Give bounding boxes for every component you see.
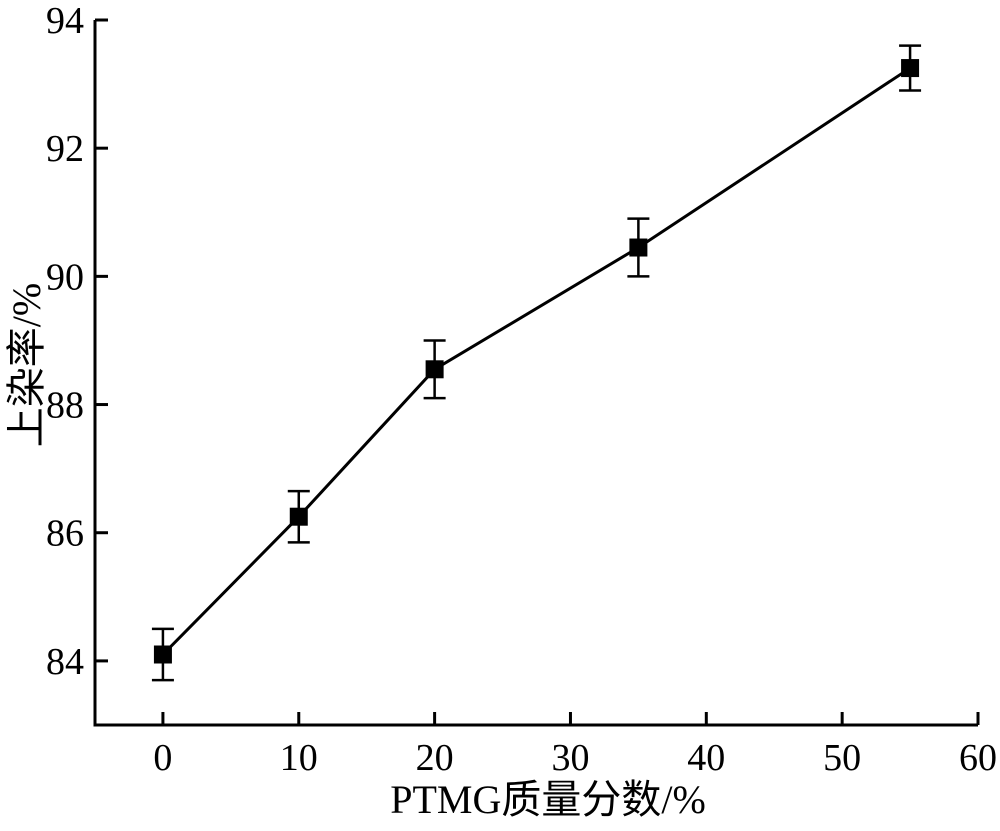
y-tick-label: 86 — [46, 513, 84, 555]
x-tick-label: 40 — [687, 737, 725, 779]
y-tick-label: 94 — [46, 0, 84, 42]
y-tick-label: 84 — [46, 641, 84, 683]
y-tick-label: 88 — [46, 385, 84, 427]
data-point-marker — [629, 238, 648, 257]
y-axis-title: 上染率/% — [4, 282, 49, 448]
data-point-marker — [153, 645, 172, 664]
x-tick-label: 30 — [551, 737, 589, 779]
x-tick-label: 20 — [416, 737, 454, 779]
axis-frame — [93, 20, 978, 727]
y-tick-label: 92 — [46, 128, 84, 170]
y-tick-label: 90 — [46, 256, 84, 298]
data-point-marker — [425, 360, 444, 379]
x-tick-label: 60 — [959, 737, 997, 779]
data-point-marker — [289, 507, 308, 526]
x-tick-label: 50 — [823, 737, 861, 779]
data-line — [161, 66, 911, 656]
data-point-marker — [901, 59, 920, 78]
x-axis-title: PTMG质量分数/% — [390, 777, 706, 822]
x-tick-label: 0 — [153, 737, 172, 779]
x-tick-label: 10 — [280, 737, 318, 779]
